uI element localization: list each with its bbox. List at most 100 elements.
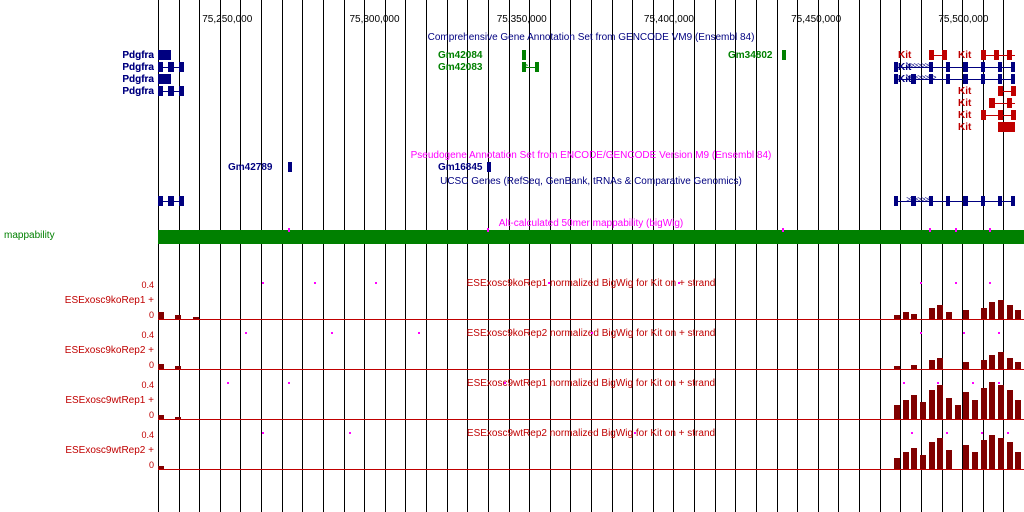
wiggle-peak-dot [998, 382, 1000, 384]
strand-arrows: > [523, 61, 527, 70]
gene-exon [158, 62, 163, 72]
wiggle-scale-max: 0.4 [141, 280, 154, 290]
wiggle-peak-dot [946, 432, 948, 434]
gene-exon [963, 62, 967, 72]
wiggle-baseline [158, 369, 1024, 370]
wiggle-peak-dot [955, 282, 957, 284]
gene-label[interactable]: Pdgfra [122, 50, 154, 61]
wiggle-peak-dot [920, 282, 922, 284]
wiggle-peak-dot [227, 382, 229, 384]
wiggle-peak-dot [314, 282, 316, 284]
gene-label[interactable]: Kit [958, 98, 971, 109]
wiggle-peak-dot [548, 282, 550, 284]
gene-exon [179, 62, 184, 72]
wiggle-bar [981, 388, 987, 420]
gene-body[interactable]: >>>>>>> [894, 62, 1015, 72]
wiggle-peak-dot [903, 382, 905, 384]
gene-body[interactable] [522, 50, 526, 60]
wiggle-track[interactable] [158, 380, 1024, 420]
gene-label[interactable]: Gm16845 [438, 162, 482, 173]
gene-body[interactable] [782, 50, 786, 60]
gene-exon [981, 62, 985, 72]
wiggle-bar [903, 452, 909, 470]
gene-body[interactable] [158, 62, 184, 72]
ruler-tick: 75,500,000 [938, 14, 988, 25]
gene-body[interactable] [158, 196, 184, 206]
wiggle-bar [1007, 390, 1013, 420]
wiggle-bar [1007, 442, 1013, 470]
gene-label[interactable]: Kit [958, 86, 971, 97]
strand-arrows: >>>>>>> [906, 195, 932, 204]
wiggle-bar [903, 400, 909, 420]
mappability-gap [955, 228, 957, 232]
wiggle-bar [937, 305, 943, 320]
gene-body[interactable] [998, 122, 1015, 132]
track-area[interactable]: 75,250,00075,300,00075,350,00075,400,000… [158, 0, 1024, 512]
wiggle-scale-max: 0.4 [141, 430, 154, 440]
gene-label[interactable]: Gm42083 [438, 62, 482, 73]
gene-body[interactable] [981, 110, 1016, 120]
mappability-gap [487, 228, 489, 232]
ruler-tick: 75,250,000 [202, 14, 252, 25]
mappability-bar [158, 230, 1024, 244]
wiggle-track-label: ESExosc9koRep1 + [65, 295, 154, 306]
gene-exon [158, 86, 163, 96]
label-column: PdgfraPdgfraPdgfraPdgfraPdgfraPdgfraPdgf… [0, 0, 158, 512]
gene-body[interactable]: >>>>>>>> [894, 74, 1015, 84]
wiggle-bar [929, 390, 935, 420]
gene-exon [894, 62, 898, 72]
gene-body[interactable] [487, 162, 491, 172]
wiggle-peak-dot [989, 282, 991, 284]
gene-label[interactable]: Pdgfra [122, 74, 154, 85]
wiggle-bar [955, 405, 961, 420]
gene-label[interactable]: Kit [958, 110, 971, 121]
gene-label[interactable]: Gm42084 [438, 50, 482, 61]
gene-body[interactable] [158, 74, 171, 84]
gene-body[interactable] [998, 86, 1015, 96]
wiggle-peak-dot [262, 282, 264, 284]
wiggle-peak-dot [504, 382, 506, 384]
wiggle-bar [981, 440, 987, 470]
gene-body[interactable]: > [522, 62, 539, 72]
wiggle-peak-dot [375, 282, 377, 284]
wiggle-bar [998, 385, 1004, 420]
gene-body[interactable] [981, 50, 1016, 60]
gene-exon [168, 86, 173, 96]
gene-exon [963, 74, 967, 84]
wiggle-track[interactable] [158, 280, 1024, 320]
gene-label[interactable]: Kit [898, 50, 911, 61]
wiggle-track[interactable] [158, 330, 1024, 370]
gene-exon [998, 86, 1003, 96]
wiggle-scale-min: 0 [149, 310, 154, 320]
wiggle-track-label: ESExosc9wtRep2 + [65, 445, 154, 456]
ruler-tick: 75,350,000 [497, 14, 547, 25]
wiggle-bar [989, 355, 995, 370]
gene-exon [946, 196, 950, 206]
gene-label[interactable]: Pdgfra [122, 62, 154, 73]
gene-body[interactable]: >>>>>>> [894, 196, 1015, 206]
gene-body[interactable] [929, 50, 946, 60]
gene-exon [942, 50, 947, 60]
gene-body[interactable] [158, 86, 184, 96]
gene-label[interactable]: Kit [958, 50, 971, 61]
gene-exon [1011, 74, 1015, 84]
gene-label[interactable]: Kit [958, 122, 971, 133]
gene-exon [998, 122, 1015, 132]
wiggle-peak-dot [981, 432, 983, 434]
gene-body[interactable] [989, 98, 1015, 108]
wiggle-peak-dot [591, 332, 593, 334]
gene-label[interactable]: Pdgfra [122, 86, 154, 97]
gene-exon [158, 196, 163, 206]
wiggle-peak-dot [920, 332, 922, 334]
gencode-title: Comprehensive Gene Annotation Set from G… [158, 32, 1024, 43]
wiggle-track[interactable] [158, 430, 1024, 470]
wiggle-bar [972, 452, 978, 470]
gene-body[interactable] [288, 162, 292, 172]
wiggle-bar [998, 438, 1004, 470]
gene-label[interactable]: Gm34802 [728, 50, 772, 61]
gene-exon [288, 162, 292, 172]
gene-label[interactable]: Gm42789 [228, 162, 272, 173]
gene-body[interactable] [158, 50, 171, 60]
wiggle-bar [989, 302, 995, 320]
wiggle-peak-dot [678, 282, 680, 284]
